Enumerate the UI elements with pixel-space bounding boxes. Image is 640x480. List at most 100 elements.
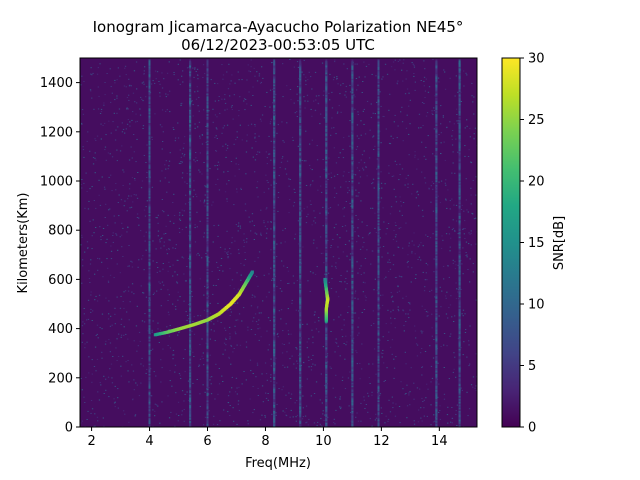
noise-cell [358, 76, 360, 78]
noise-cell [91, 381, 93, 383]
noise-cell [265, 296, 268, 298]
noise-cell [457, 298, 460, 300]
noise-cell [181, 75, 183, 77]
noise-cell [447, 422, 449, 424]
noise-cell [387, 252, 389, 254]
noise-cell [373, 348, 376, 350]
noise-cell [411, 62, 413, 64]
noise-cell [470, 203, 472, 205]
noise-cell [268, 291, 270, 293]
noise-cell [454, 172, 456, 174]
noise-cell [420, 127, 422, 129]
noise-cell [179, 231, 181, 233]
noise-cell [276, 333, 278, 335]
noise-cell [128, 94, 130, 96]
noise-cell [114, 139, 117, 141]
noise-cell [81, 341, 83, 343]
noise-cell [382, 294, 384, 296]
noise-cell [362, 169, 365, 171]
noise-cell [162, 348, 164, 350]
band-cell [273, 59, 276, 66]
noise-cell [470, 162, 473, 164]
noise-cell [379, 237, 381, 239]
noise-cell [407, 260, 409, 262]
noise-cell [304, 107, 306, 109]
noise-cell [335, 338, 337, 340]
noise-cell [143, 73, 145, 75]
noise-cell [431, 181, 433, 183]
noise-cell [433, 271, 435, 273]
noise-cell [381, 304, 384, 306]
noise-cell [140, 230, 142, 232]
noise-cell [413, 398, 415, 400]
noise-cell [294, 238, 296, 240]
noise-cell [339, 355, 341, 357]
noise-cell [103, 375, 105, 377]
noise-cell [357, 334, 359, 336]
noise-cell [407, 174, 409, 176]
noise-cell [197, 252, 199, 254]
noise-cell [193, 316, 195, 318]
noise-cell [359, 268, 361, 269]
noise-cell [97, 86, 99, 88]
noise-cell [179, 219, 182, 221]
noise-cell [213, 330, 215, 332]
noise-cell [282, 330, 284, 332]
noise-cell [219, 112, 221, 114]
noise-cell [379, 228, 381, 230]
noise-cell [252, 320, 254, 322]
noise-cell [322, 225, 324, 227]
noise-cell [329, 207, 332, 209]
noise-cell [270, 140, 272, 142]
noise-cell [113, 402, 116, 404]
noise-cell [398, 179, 400, 181]
noise-cell [193, 333, 196, 335]
noise-cell [345, 85, 347, 87]
noise-cell [293, 188, 295, 190]
noise-cell [376, 289, 379, 291]
noise-cell [94, 172, 96, 174]
noise-cell [323, 262, 325, 264]
noise-cell [400, 200, 402, 202]
noise-cell [212, 108, 214, 110]
noise-cell [141, 357, 143, 359]
noise-cell [321, 191, 323, 193]
noise-cell [445, 184, 447, 186]
noise-cell [453, 321, 455, 322]
noise-cell [437, 396, 439, 398]
noise-cell [339, 152, 341, 154]
noise-cell [430, 185, 432, 187]
noise-cell [125, 74, 127, 76]
noise-cell [403, 325, 405, 327]
noise-cell [455, 220, 458, 222]
band-cell [189, 427, 191, 433]
noise-cell [184, 280, 187, 282]
noise-cell [342, 83, 344, 85]
noise-cell [463, 341, 465, 343]
noise-cell [443, 278, 445, 280]
noise-cell [460, 288, 462, 290]
noise-cell [296, 111, 298, 113]
noise-cell [89, 220, 91, 222]
noise-cell [295, 420, 297, 422]
noise-cell [362, 167, 364, 169]
noise-cell [288, 185, 290, 187]
noise-cell [275, 93, 277, 95]
noise-cell [109, 325, 112, 327]
noise-cell [160, 359, 162, 361]
noise-cell [114, 406, 116, 408]
noise-cell [406, 405, 409, 407]
noise-cell [275, 357, 277, 359]
noise-cell [168, 417, 171, 419]
noise-cell [120, 295, 122, 297]
noise-cell [226, 200, 228, 202]
noise-cell [440, 180, 443, 182]
noise-cell [210, 383, 212, 385]
noise-cell [212, 423, 215, 425]
noise-cell [230, 311, 232, 313]
noise-cell [467, 156, 470, 157]
noise-cell [243, 241, 246, 243]
noise-cell [179, 59, 181, 61]
noise-cell [179, 374, 181, 376]
noise-cell [192, 67, 194, 69]
